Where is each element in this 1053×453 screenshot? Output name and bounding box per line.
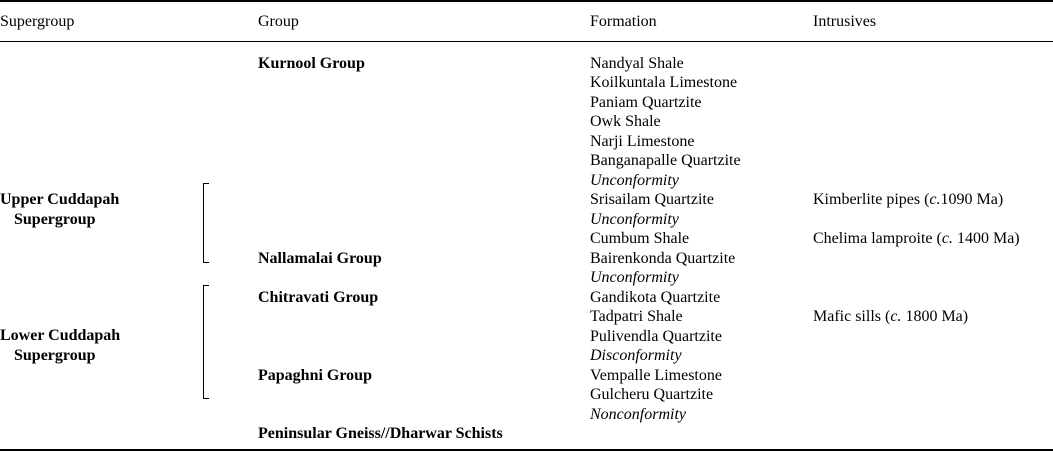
group-kurnool: Kurnool Group <box>258 54 365 72</box>
group-papaghni: Papaghni Group <box>258 366 372 384</box>
intrusive-age: 1800 Ma) <box>901 308 969 325</box>
formation: Vempalle Limestone <box>590 366 722 384</box>
header-group: Group <box>258 13 299 30</box>
bottom-rule <box>0 449 1053 451</box>
intrusive-mafic-sills: Mafic sills (c. 1800 Ma) <box>813 307 968 327</box>
intrusive-name: Kimberlite pipes ( <box>813 191 930 208</box>
intrusive-age: 1400 Ma) <box>952 230 1020 247</box>
intrusive-lamproite: Chelima lamproite (c. 1400 Ma) <box>813 229 1020 249</box>
circa: c. <box>941 230 953 247</box>
formation: Tadpatri Shale <box>590 308 683 325</box>
top-rule <box>0 0 1053 2</box>
formation: Paniam Quartzite <box>590 93 702 111</box>
formation: Owk Shale <box>590 113 661 130</box>
formation: Srisailam Quartzite <box>590 191 714 208</box>
contact-type: Unconformity <box>590 210 679 228</box>
formation: Cumbum Shale <box>590 230 690 247</box>
formation: Gulcheru Quartzite <box>590 386 714 403</box>
supergroup-upper-line2: Supergroup <box>14 210 96 228</box>
intrusive-name: Mafic sills ( <box>813 308 891 325</box>
formation: Nandyal Shale <box>590 54 684 72</box>
group-chitravati: Chitravati Group <box>258 288 379 306</box>
formation: Koilkuntala Limestone <box>590 74 738 91</box>
intrusive-age: 1090 Ma) <box>940 191 1004 208</box>
upper-bracket <box>203 183 209 263</box>
header-formation: Formation <box>590 13 657 30</box>
formation: Pulivendla Quartzite <box>590 327 722 345</box>
circa: c. <box>929 191 941 208</box>
formation: Bairenkonda Quartzite <box>590 249 736 267</box>
header-intrusives: Intrusives <box>813 13 877 30</box>
intrusive-kimberlite: Kimberlite pipes (c.1090 Ma) <box>813 190 1003 210</box>
formation: Gandikota Quartzite <box>590 288 721 306</box>
header-supergroup: Supergroup <box>0 13 75 30</box>
supergroup-lower-line1: Lower Cuddapah <box>0 327 121 344</box>
contact-type: Disconformity <box>590 347 682 364</box>
header-rule <box>0 41 1053 42</box>
group-nallamalai: Nallamalai Group <box>258 249 382 267</box>
formation: Narji Limestone <box>590 132 695 150</box>
contact-type: Unconformity <box>590 171 679 189</box>
group-basement: Peninsular Gneiss//Dharwar Schists <box>258 425 503 442</box>
lower-bracket <box>203 285 209 399</box>
supergroup-lower-line2: Supergroup <box>14 346 96 364</box>
contact-type: Nonconformity <box>590 405 686 423</box>
formation: Banganapalle Quartzite <box>590 152 741 169</box>
intrusive-name: Chelima lamproite ( <box>813 230 942 247</box>
circa: c. <box>890 308 902 325</box>
supergroup-upper-line1: Upper Cuddapah <box>0 191 120 208</box>
contact-type: Unconformity <box>590 269 679 286</box>
